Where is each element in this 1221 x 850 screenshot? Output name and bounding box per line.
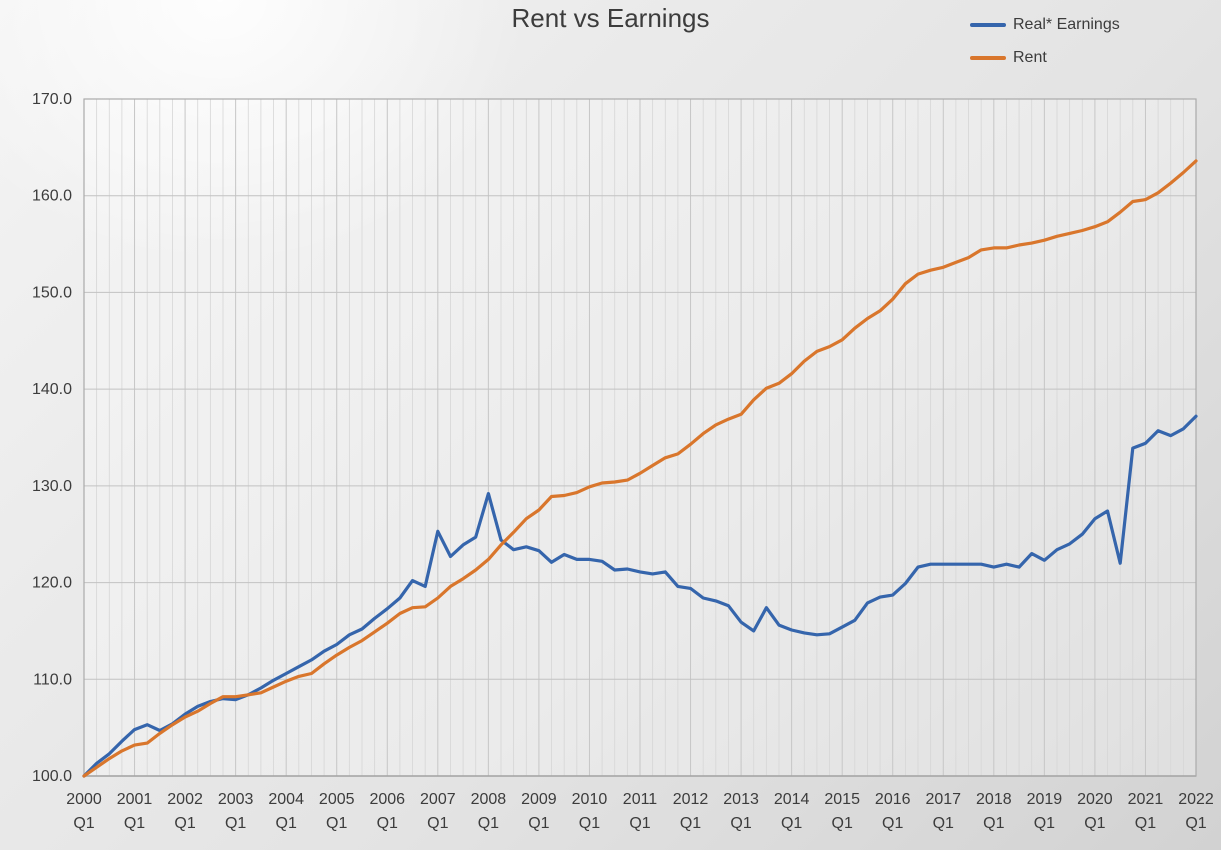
- x-tick-quarter: Q1: [579, 815, 600, 832]
- x-tick-quarter: Q1: [73, 815, 94, 832]
- y-tick-label: 170.0: [32, 91, 72, 108]
- x-tick-quarter: Q1: [478, 815, 499, 832]
- x-tick-quarter: Q1: [781, 815, 802, 832]
- series-line-rent: [82, 159, 1198, 778]
- y-tick-label: 140.0: [32, 381, 72, 398]
- x-tick-year: 2020: [1077, 791, 1113, 808]
- x-tick-quarter: Q1: [1135, 815, 1156, 832]
- rent-line-swatch: [970, 56, 1006, 60]
- x-tick-year: 2015: [824, 791, 860, 808]
- x-tick-quarter: Q1: [730, 815, 751, 832]
- x-tick-year: 2021: [1128, 791, 1164, 808]
- x-tick-quarter: Q1: [1084, 815, 1105, 832]
- x-tick-year: 2013: [723, 791, 759, 808]
- x-tick-quarter: Q1: [528, 815, 549, 832]
- y-tick-label: 130.0: [32, 478, 72, 495]
- x-tick-quarter: Q1: [427, 815, 448, 832]
- x-tick-quarter: Q1: [1034, 815, 1055, 832]
- x-tick-year: 2012: [673, 791, 709, 808]
- x-tick-quarter: Q1: [983, 815, 1004, 832]
- x-tick-year: 2009: [521, 791, 557, 808]
- x-tick-year: 2007: [420, 791, 456, 808]
- y-tick-label: 110.0: [33, 671, 72, 688]
- legend-label-rent: Rent: [1013, 49, 1047, 66]
- x-tick-year: 2005: [319, 791, 355, 808]
- x-tick-quarter: Q1: [225, 815, 246, 832]
- x-tick-year: 2016: [875, 791, 911, 808]
- x-tick-year: 2006: [369, 791, 405, 808]
- x-tick-year: 2022: [1178, 791, 1214, 808]
- x-tick-year: 2011: [623, 791, 658, 808]
- legend-label-real-earnings: Real* Earnings: [1013, 16, 1120, 33]
- x-tick-year: 2008: [471, 791, 507, 808]
- x-tick-quarter: Q1: [882, 815, 903, 832]
- x-tick-quarter: Q1: [174, 815, 195, 832]
- chart-title: Rent vs Earnings: [511, 3, 710, 33]
- x-tick-year: 2014: [774, 791, 810, 808]
- series-line-real-earnings: [82, 414, 1198, 778]
- y-tick-label: 100.0: [32, 768, 72, 785]
- legend: Real* Earnings Rent: [970, 16, 1120, 67]
- x-tick-year: 2017: [925, 791, 961, 808]
- x-tick-quarter: Q1: [629, 815, 650, 832]
- x-tick-year: 2002: [167, 791, 203, 808]
- x-tick-year: 2001: [117, 791, 153, 808]
- x-tick-quarter: Q1: [832, 815, 853, 832]
- x-tick-quarter: Q1: [377, 815, 398, 832]
- y-tick-label: 120.0: [32, 575, 72, 592]
- legend-item-real-earnings: Real* Earnings: [970, 16, 1120, 34]
- legend-item-rent: Rent: [970, 49, 1120, 67]
- x-tick-quarter: Q1: [276, 815, 297, 832]
- x-tick-year: 2000: [66, 791, 102, 808]
- x-tick-year: 2003: [218, 791, 254, 808]
- y-tick-label: 150.0: [32, 284, 72, 301]
- x-tick-year: 2018: [976, 791, 1012, 808]
- x-tick-quarter: Q1: [1185, 815, 1206, 832]
- x-tick-quarter: Q1: [933, 815, 954, 832]
- real-earnings-line-swatch: [970, 23, 1006, 27]
- x-tick-quarter: Q1: [124, 815, 145, 832]
- x-tick-quarter: Q1: [680, 815, 701, 832]
- x-tick-quarter: Q1: [326, 815, 347, 832]
- x-tick-year: 2019: [1027, 791, 1063, 808]
- x-tick-year: 2010: [572, 791, 608, 808]
- y-tick-label: 160.0: [32, 188, 72, 205]
- x-tick-year: 2004: [268, 791, 304, 808]
- plot-border: [83, 98, 1197, 777]
